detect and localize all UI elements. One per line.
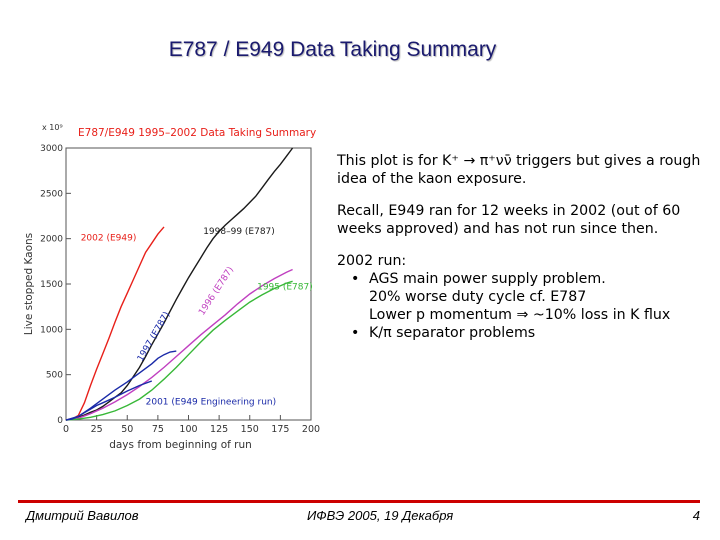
series-line-6 (65, 380, 153, 421)
note-item-momentum: Lower p momentum ⇒ ~10% loss in K flux (369, 307, 671, 323)
note-recall: Recall, E949 ran for 12 weeks in 2002 (o… (337, 203, 681, 237)
y-tick-label: 1500 (40, 280, 63, 290)
x-tick-label: 150 (241, 424, 259, 435)
y-tick-label: 500 (46, 371, 63, 381)
y-axis-label: Live stopped Kaons (23, 233, 35, 335)
series-label-1: 2002 (E949) (81, 233, 137, 243)
y-tick-label: 0 (57, 416, 63, 426)
chart-title: E787/E949 1995–2002 Data Taking Summary (78, 127, 316, 139)
x-tick-label: 75 (152, 424, 164, 435)
x-axis-label: days from beginning of run (109, 439, 252, 451)
x-tick-label: 100 (179, 424, 197, 435)
footer-author: Дмитрий Вавилов (26, 508, 139, 523)
note-item-duty: 20% worse duty cycle cf. E787 (369, 289, 587, 305)
footer-event: ИФВЭ 2005, 19 Декабря (307, 508, 454, 523)
y-tick-label: 2000 (40, 235, 63, 245)
y-tick-label: 2500 (40, 189, 63, 199)
y-multiplier: x 10⁹ (42, 123, 63, 132)
series-line-1 (65, 226, 165, 421)
note-item-power: • AGS main power supply problem. (337, 270, 707, 288)
bullet-icon: • (351, 325, 360, 341)
footer-divider (18, 500, 700, 503)
x-tick-label: 25 (91, 424, 103, 435)
y-tick-label: 1000 (40, 325, 63, 335)
series-label-4: 1995 (E787) (257, 282, 313, 292)
notes: This plot is for K⁺ → π⁺νν̄ triggers but… (337, 152, 707, 342)
series-line-2 (65, 147, 294, 421)
series-line-5 (65, 350, 177, 421)
chart: E787/E949 1995–2002 Data Taking Summary x… (23, 123, 320, 451)
page-number: 4 (692, 508, 700, 523)
series-label-5: 1997 (E787) (136, 310, 172, 363)
note-item-power-text: AGS main power supply problem. (369, 271, 606, 287)
x-tick-label: 125 (210, 424, 228, 435)
series-label-6: 2001 (E949 Engineering run) (146, 398, 276, 408)
note-trigger: This plot is for K⁺ → π⁺νν̄ triggers but… (337, 153, 701, 187)
series-line-3 (65, 268, 293, 421)
series-line-4 (65, 280, 293, 421)
x-tick-label: 50 (121, 424, 133, 435)
x-tick-label: 200 (302, 424, 320, 435)
series-label-2: 1998–99 (E787) (203, 227, 275, 237)
y-tick-label: 3000 (40, 144, 63, 154)
x-tick-label: 175 (271, 424, 289, 435)
note-item-separator: • K/π separator problems (337, 324, 707, 342)
bullet-icon: • (351, 271, 360, 287)
note-item-separator-text: K/π separator problems (369, 325, 536, 341)
x-tick-label: 0 (63, 424, 69, 435)
note-run-heading: 2002 run: (337, 253, 407, 269)
slide-title: E787 / E949 Data Taking Summary (168, 38, 497, 61)
